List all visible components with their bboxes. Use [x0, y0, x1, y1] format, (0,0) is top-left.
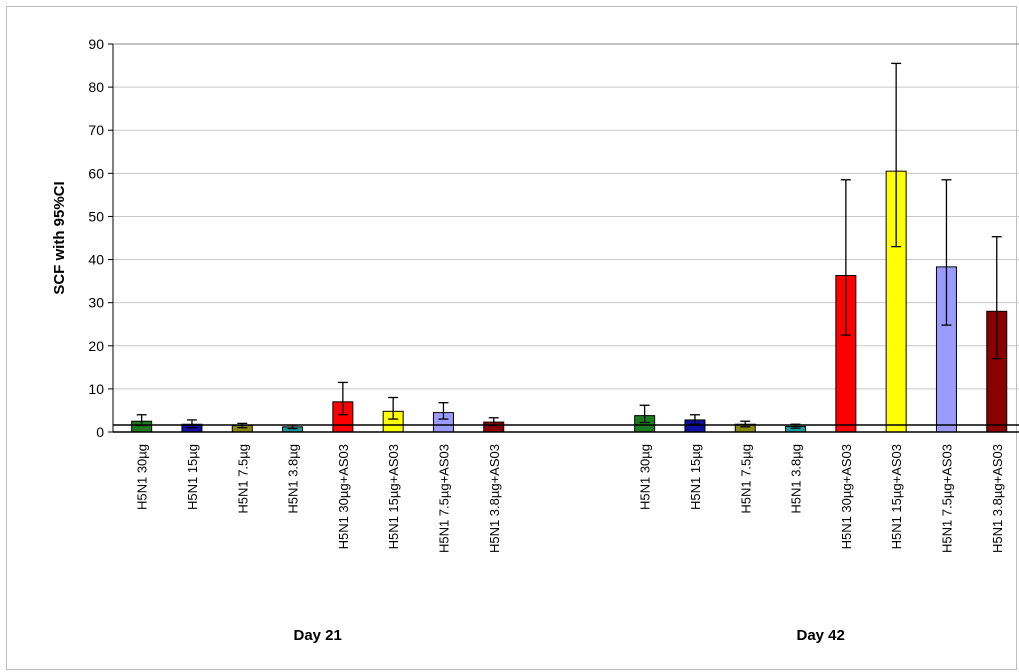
category-label: H5N1 3.8µg+AS03 — [487, 444, 502, 553]
category-label: H5N1 3.8µg — [789, 444, 804, 514]
y-tick-label: 40 — [88, 252, 104, 268]
group-label: Day 42 — [797, 627, 845, 644]
category-label: H5N1 30µg — [135, 444, 150, 510]
y-tick-label: 80 — [88, 79, 104, 95]
y-tick-label: 30 — [88, 295, 104, 311]
category-label: H5N1 30µg+AS03 — [336, 444, 351, 549]
category-label: H5N1 30µg — [638, 444, 653, 510]
category-label: H5N1 7.5µg — [235, 444, 250, 514]
category-label: H5N1 3.8µg — [286, 444, 301, 514]
category-label: H5N1 15µg+AS03 — [889, 444, 904, 549]
labels: 0 10 20 30 40 50 60 70 80 90 H5N1 30µg H5N1 15µg H5N… — [88, 36, 1004, 644]
gridlines — [113, 43, 1019, 390]
y-tick-label: 90 — [88, 36, 104, 52]
category-label: H5N1 7.5µg+AS03 — [939, 444, 954, 553]
category-label: H5N1 30µg+AS03 — [839, 444, 854, 549]
y-tick-label: 70 — [88, 122, 104, 138]
category-label: H5N1 7.5µg+AS03 — [436, 444, 451, 553]
y-tick-label: 20 — [88, 338, 104, 354]
category-label: H5N1 15µg+AS03 — [386, 444, 401, 549]
y-tick-label: 10 — [88, 381, 104, 397]
bars — [131, 62, 1008, 433]
y-tick-label: 0 — [96, 424, 104, 440]
axes — [108, 43, 1019, 433]
category-label: H5N1 7.5µg — [738, 444, 753, 514]
category-label: H5N1 15µg — [185, 444, 200, 510]
y-tick-label: 60 — [88, 165, 104, 181]
category-label: H5N1 3.8µg+AS03 — [990, 444, 1005, 553]
category-label: H5N1 15µg — [688, 444, 703, 510]
y-tick-label: 50 — [88, 208, 104, 224]
y-axis-label: SCF with 95%CI — [51, 181, 68, 294]
group-label: Day 21 — [294, 627, 342, 644]
